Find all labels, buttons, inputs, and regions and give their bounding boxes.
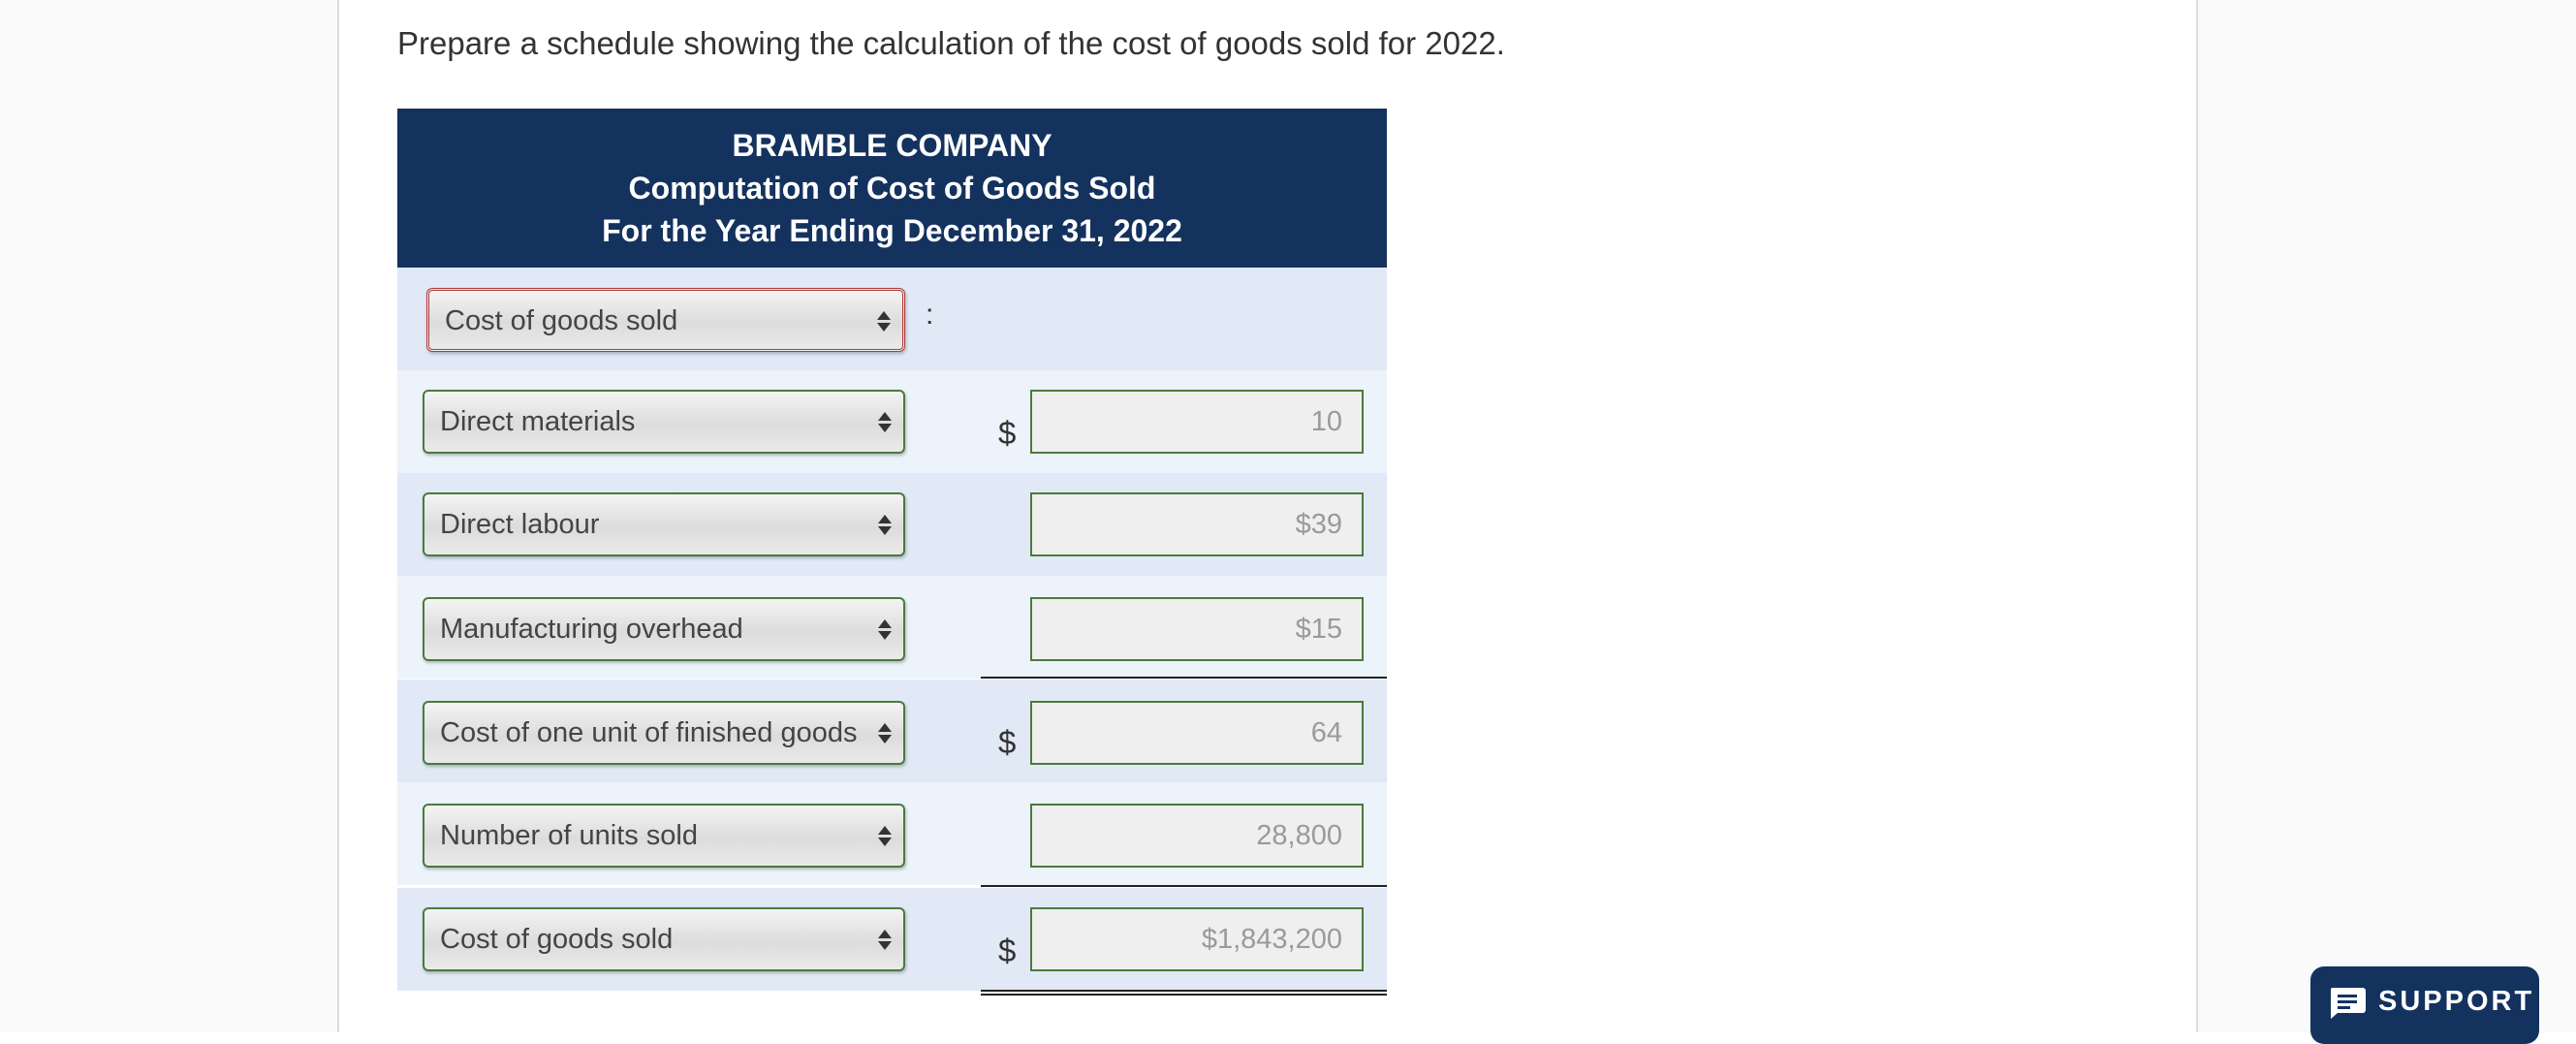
account-select-value: Cost of goods sold bbox=[440, 924, 674, 955]
account-select-value: Direct materials bbox=[440, 406, 636, 437]
dollar-sign: $ bbox=[998, 415, 1017, 451]
heading-account-select-value: Cost of goods sold bbox=[445, 305, 678, 336]
account-select[interactable]: Direct materials bbox=[423, 390, 905, 454]
chat-message-icon bbox=[2330, 988, 2366, 1019]
amount-input[interactable]: $39 bbox=[1030, 492, 1364, 556]
statement-period: For the Year Ending December 31, 2022 bbox=[602, 213, 1182, 248]
amount-input[interactable]: 28,800 bbox=[1030, 804, 1364, 868]
subtotal-rule bbox=[981, 677, 1387, 679]
select-arrows-icon bbox=[876, 392, 894, 452]
schedule-row: Direct materials $ 10 bbox=[397, 370, 1387, 473]
heading-row: Cost of goods sold : bbox=[397, 268, 1387, 370]
subtotal-rule bbox=[981, 885, 1387, 887]
question-instruction: Prepare a schedule showing the calculati… bbox=[397, 25, 1505, 61]
account-select-value: Cost of one unit of finished goods bbox=[440, 717, 858, 748]
left-page-margin bbox=[0, 0, 339, 1032]
schedule-header: BRAMBLE COMPANY Computation of Cost of G… bbox=[397, 109, 1387, 268]
select-arrows-icon bbox=[876, 703, 894, 763]
account-select[interactable]: Cost of goods sold bbox=[423, 907, 905, 971]
amount-input[interactable]: 64 bbox=[1030, 701, 1364, 765]
account-select[interactable]: Cost of one unit of finished goods bbox=[423, 701, 905, 765]
select-arrows-icon bbox=[875, 291, 893, 351]
account-select[interactable]: Number of units sold bbox=[423, 804, 905, 868]
right-page-margin bbox=[2196, 0, 2576, 1032]
dollar-sign: $ bbox=[998, 933, 1017, 968]
dollar-sign: $ bbox=[998, 724, 1017, 760]
schedule-row: Cost of one unit of finished goods $ 64 bbox=[397, 680, 1387, 782]
select-arrows-icon bbox=[876, 806, 894, 866]
account-select[interactable]: Manufacturing overhead bbox=[423, 597, 905, 661]
amount-input[interactable]: $1,843,200 bbox=[1030, 907, 1364, 971]
account-select[interactable]: Direct labour bbox=[423, 492, 905, 556]
support-label: SUPPORT bbox=[2378, 986, 2535, 1017]
select-arrows-icon bbox=[876, 599, 894, 659]
total-double-rule bbox=[981, 990, 1387, 996]
schedule-row: Manufacturing overhead $15 bbox=[397, 576, 1387, 679]
account-select-value: Direct labour bbox=[440, 509, 600, 540]
select-arrows-icon bbox=[876, 494, 894, 554]
heading-account-select[interactable]: Cost of goods sold bbox=[426, 288, 905, 352]
account-select-value: Number of units sold bbox=[440, 820, 698, 851]
amount-input[interactable]: 10 bbox=[1030, 390, 1364, 454]
schedule-row: Number of units sold 28,800 bbox=[397, 782, 1387, 885]
account-select-value: Manufacturing overhead bbox=[440, 614, 743, 645]
heading-colon: : bbox=[926, 299, 934, 331]
support-button[interactable]: SUPPORT bbox=[2310, 966, 2539, 1044]
schedule-row: Cost of goods sold $ $1,843,200 bbox=[397, 888, 1387, 991]
company-name: BRAMBLE COMPANY bbox=[732, 128, 1052, 163]
select-arrows-icon bbox=[876, 909, 894, 969]
amount-input[interactable]: $15 bbox=[1030, 597, 1364, 661]
schedule-row: Direct labour $39 bbox=[397, 473, 1387, 576]
statement-title: Computation of Cost of Goods Sold bbox=[628, 171, 1156, 206]
